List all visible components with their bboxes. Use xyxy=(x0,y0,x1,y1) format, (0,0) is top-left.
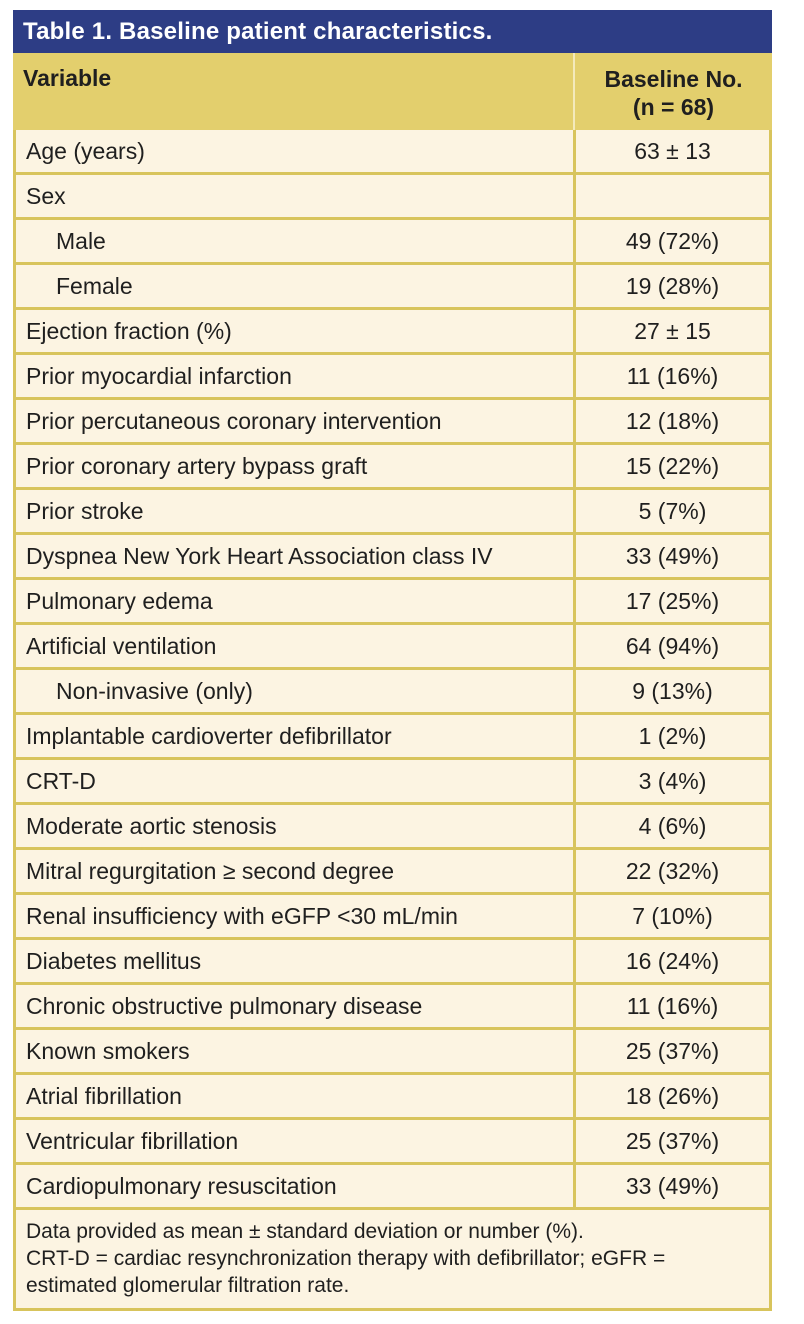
row-label: Sex xyxy=(26,182,66,209)
row-label: Prior stroke xyxy=(26,497,144,524)
row-label: Renal insufficiency with eGFP <30 mL/min xyxy=(26,902,458,929)
row-value xyxy=(573,175,769,217)
table-row: Age (years) 63 ± 13 xyxy=(16,130,769,175)
row-label: CRT-D xyxy=(26,767,96,794)
row-value: 3 (4%) xyxy=(573,760,769,802)
column-header-baseline-line1: Baseline No. xyxy=(604,66,743,92)
row-label: Male xyxy=(56,227,106,254)
table-row: Prior stroke 5 (7%) xyxy=(16,490,769,535)
table-row: Dyspnea New York Heart Association class… xyxy=(16,535,769,580)
row-value: 17 (25%) xyxy=(573,580,769,622)
table-row: Pulmonary edema 17 (25%) xyxy=(16,580,769,625)
row-value: 11 (16%) xyxy=(573,985,769,1027)
row-label: Atrial fibrillation xyxy=(26,1082,182,1109)
row-value: 63 ± 13 xyxy=(573,130,769,172)
footnote-line2: CRT-D = cardiac resynchronization therap… xyxy=(26,1247,666,1297)
row-value: 9 (13%) xyxy=(573,670,769,712)
row-label: Implantable cardioverter defibrillator xyxy=(26,722,392,749)
table-row: Ejection fraction (%) 27 ± 15 xyxy=(16,310,769,355)
baseline-characteristics-table: Table 1. Baseline patient characteristic… xyxy=(13,10,772,1311)
table-footnote: Data provided as mean ± standard deviati… xyxy=(16,1210,769,1308)
table-row: Artificial ventilation 64 (94%) xyxy=(16,625,769,670)
row-label: Mitral regurgitation ≥ second degree xyxy=(26,857,395,884)
row-label: Age (years) xyxy=(26,137,145,164)
table-row: Prior percutaneous coronary intervention… xyxy=(16,400,769,445)
table-row: Cardiopulmonary resuscitation 33 (49%) xyxy=(16,1165,769,1210)
table-row: Renal insufficiency with eGFP <30 mL/min… xyxy=(16,895,769,940)
table-row: Moderate aortic stenosis 4 (6%) xyxy=(16,805,769,850)
row-value: 1 (2%) xyxy=(573,715,769,757)
row-value: 4 (6%) xyxy=(573,805,769,847)
table-row: Chronic obstructive pulmonary disease 11… xyxy=(16,985,769,1030)
row-label: Dyspnea New York Heart Association class… xyxy=(26,542,493,569)
row-value: 33 (49%) xyxy=(573,1165,769,1207)
table-row: Ventricular fibrillation 25 (37%) xyxy=(16,1120,769,1165)
row-label: Known smokers xyxy=(26,1037,190,1064)
row-label: Cardiopulmonary resuscitation xyxy=(26,1172,337,1199)
table-header-row: Variable Baseline No. (n = 68) xyxy=(13,53,772,130)
row-value: 11 (16%) xyxy=(573,355,769,397)
row-value: 18 (26%) xyxy=(573,1075,769,1117)
row-label: Chronic obstructive pulmonary disease xyxy=(26,992,423,1019)
row-label: Pulmonary edema xyxy=(26,587,213,614)
row-value: 49 (72%) xyxy=(573,220,769,262)
table-title: Table 1. Baseline patient characteristic… xyxy=(23,17,493,45)
table-row: Implantable cardioverter defibrillator 1… xyxy=(16,715,769,760)
row-value: 16 (24%) xyxy=(573,940,769,982)
row-label: Female xyxy=(56,272,133,299)
row-label: Ejection fraction (%) xyxy=(26,317,232,344)
table-row: Prior coronary artery bypass graft 15 (2… xyxy=(16,445,769,490)
row-value: 25 (37%) xyxy=(573,1030,769,1072)
table-row: Female 19 (28%) xyxy=(16,265,769,310)
column-header-baseline: Baseline No. (n = 68) xyxy=(573,53,772,130)
row-label: Ventricular fibrillation xyxy=(26,1127,239,1154)
row-value: 19 (28%) xyxy=(573,265,769,307)
row-label: Diabetes mellitus xyxy=(26,947,202,974)
row-label: Moderate aortic stenosis xyxy=(26,812,277,839)
row-label: Prior percutaneous coronary intervention xyxy=(26,407,442,434)
table-row: Known smokers 25 (37%) xyxy=(16,1030,769,1075)
table-body: Age (years) 63 ± 13 Sex Male 49 (72%) Fe… xyxy=(13,130,772,1311)
row-label: Non-invasive (only) xyxy=(56,677,253,704)
row-value: 12 (18%) xyxy=(573,400,769,442)
table-row: Diabetes mellitus 16 (24%) xyxy=(16,940,769,985)
table-title-bar: Table 1. Baseline patient characteristic… xyxy=(13,10,772,53)
row-value: 27 ± 15 xyxy=(573,310,769,352)
table-row: Mitral regurgitation ≥ second degree 22 … xyxy=(16,850,769,895)
row-value: 25 (37%) xyxy=(573,1120,769,1162)
table-row: Prior myocardial infarction 11 (16%) xyxy=(16,355,769,400)
table-row: Sex xyxy=(16,175,769,220)
table-row: Non-invasive (only) 9 (13%) xyxy=(16,670,769,715)
row-value: 22 (32%) xyxy=(573,850,769,892)
row-value: 5 (7%) xyxy=(573,490,769,532)
row-value: 7 (10%) xyxy=(573,895,769,937)
row-label: Artificial ventilation xyxy=(26,632,217,659)
row-value: 33 (49%) xyxy=(573,535,769,577)
footnote-line1: Data provided as mean ± standard deviati… xyxy=(26,1220,584,1243)
column-header-baseline-line2: (n = 68) xyxy=(632,94,715,120)
row-value: 64 (94%) xyxy=(573,625,769,667)
row-label: Prior myocardial infarction xyxy=(26,362,292,389)
table-row: CRT-D 3 (4%) xyxy=(16,760,769,805)
row-value: 15 (22%) xyxy=(573,445,769,487)
table-row: Atrial fibrillation 18 (26%) xyxy=(16,1075,769,1120)
table-row: Male 49 (72%) xyxy=(16,220,769,265)
row-label: Prior coronary artery bypass graft xyxy=(26,452,368,479)
column-header-variable: Variable xyxy=(23,65,112,91)
